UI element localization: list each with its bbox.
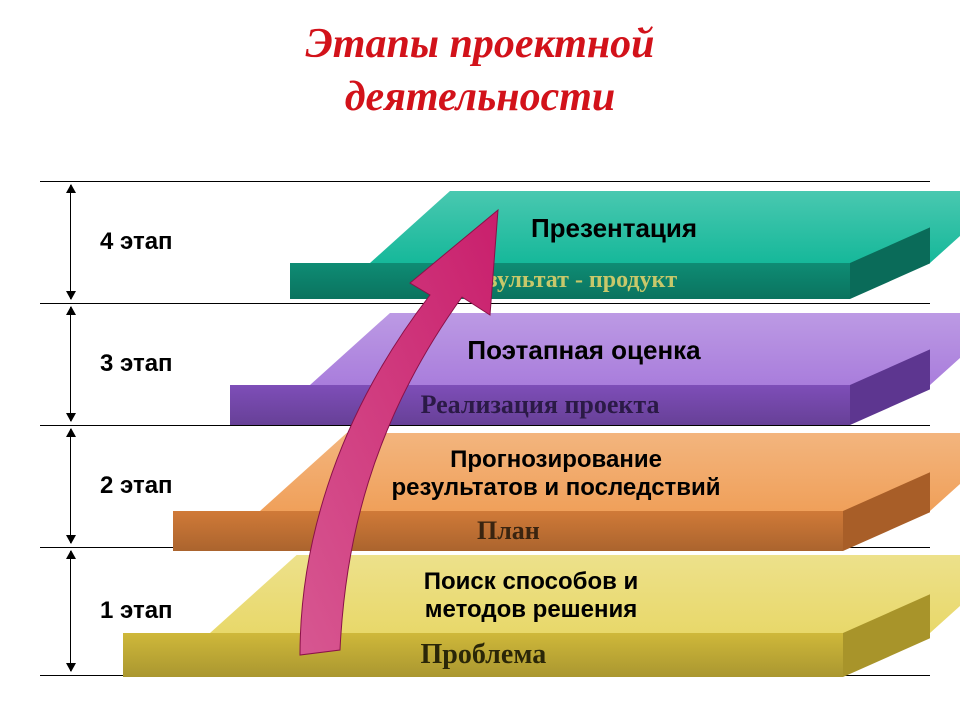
stage-label: 4 этап [100, 228, 173, 256]
stage-span-arrow [70, 307, 71, 421]
guide-line [40, 425, 930, 426]
guide-line [40, 181, 930, 182]
stage-span-arrow [70, 185, 71, 299]
stage-span-arrow [70, 551, 71, 671]
title-line-1: Этапы проектной [305, 21, 654, 67]
step-top-label: Прогнозирование результатов и последстви… [221, 446, 891, 502]
step-front-label: Реализация проекта [230, 390, 850, 420]
step-top-label: Презентация [334, 213, 894, 244]
step-front-label: Результат - продукт [290, 267, 850, 294]
step-front-label: План [173, 516, 843, 546]
step-top-label: Поиск способов и методов решения [171, 568, 891, 624]
stage-label: 2 этап [100, 472, 173, 500]
step-front-label: Проблема [123, 639, 843, 671]
diagram-title: Этапы проектной деятельности [0, 0, 960, 123]
step-top-label: Поэтапная оценка [274, 335, 894, 366]
guide-line [40, 303, 930, 304]
stage-label: 1 этап [100, 597, 173, 625]
stair-diagram: 4 этап 3 этап 2 этап 1 этап Презентация Резул… [0, 175, 960, 715]
title-line-2: деятельности [345, 74, 616, 120]
stage-label: 3 этап [100, 350, 173, 378]
stage-span-arrow [70, 429, 71, 543]
